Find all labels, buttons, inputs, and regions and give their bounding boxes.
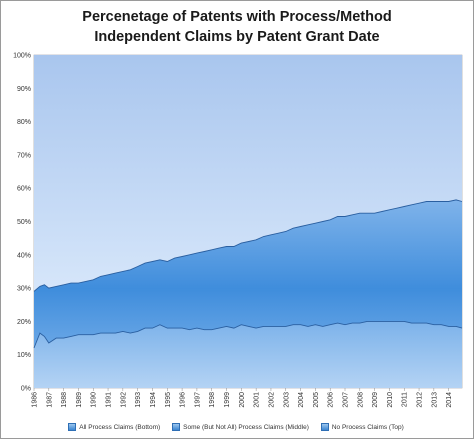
- y-tick-label: 30%: [17, 286, 31, 293]
- legend-swatch-top: [320, 423, 329, 431]
- y-tick-label: 60%: [17, 186, 31, 193]
- series-area-some-process: [34, 199, 462, 348]
- x-tick-label: 2000: [239, 392, 246, 408]
- chart-title-line-2: Independent Claims by Patent Grant Date: [94, 29, 380, 45]
- series-boundary-bottom-middle: [33, 320, 463, 349]
- x-tick-label: 1998: [209, 392, 216, 408]
- legend-label-bottom: All Process Claims (Bottom): [79, 423, 161, 431]
- x-tick-label: 1989: [76, 392, 83, 408]
- x-tick-label: 2012: [417, 392, 424, 408]
- x-tick-label: 1995: [165, 392, 172, 408]
- area-layer: [33, 55, 463, 388]
- x-tick-label: 2004: [298, 392, 305, 408]
- y-tick-label: 100%: [13, 53, 31, 60]
- x-tick-label: 1988: [61, 392, 68, 408]
- legend-item-middle: Some (But Not All) Process Claims (Middl…: [172, 423, 309, 431]
- y-tick-label: 0%: [21, 386, 31, 393]
- chart-title: Percenetage of Patents with Process/Meth…: [1, 7, 473, 47]
- x-tick-label: 2010: [387, 392, 394, 408]
- y-tick-label: 70%: [17, 152, 31, 159]
- x-tick-label: 1994: [150, 392, 157, 408]
- x-tick-label: 2001: [254, 392, 261, 408]
- x-tick-label: 2009: [372, 392, 379, 408]
- x-tick-label: 2003: [283, 392, 290, 408]
- x-tick-label: 2006: [328, 392, 335, 408]
- x-tick-label: 1987: [46, 392, 53, 408]
- x-tick-label: 2002: [268, 392, 275, 408]
- x-tick-label: 2005: [313, 392, 320, 408]
- series-area-all-process: [34, 321, 462, 388]
- x-tick-label: 2014: [446, 392, 453, 408]
- x-tick-label: 2008: [357, 392, 364, 408]
- y-tick-label: 80%: [17, 119, 31, 126]
- legend-label-top: No Process Claims (Top): [331, 423, 404, 431]
- y-tick-label: 50%: [17, 219, 31, 226]
- x-tick-label: 2007: [343, 392, 350, 408]
- x-tick-label: 1996: [180, 392, 187, 408]
- legend-swatch-middle: [172, 423, 181, 431]
- series-area-no-process: [34, 55, 462, 292]
- x-tick-label: 1991: [106, 392, 113, 408]
- x-tick-label: 1986: [32, 392, 39, 408]
- y-tick-label: 90%: [17, 86, 31, 93]
- x-tick-label: 2011: [402, 392, 409, 407]
- x-tick-label: 1999: [224, 392, 231, 408]
- y-tick-label: 10%: [17, 352, 31, 359]
- x-tick-label: 2013: [431, 392, 438, 408]
- x-tick-label: 1997: [194, 392, 201, 408]
- legend-item-top: No Process Claims (Top): [320, 423, 404, 431]
- chart-title-line-1: Percenetage of Patents with Process/Meth…: [82, 9, 392, 25]
- x-tick-label: 1992: [120, 392, 127, 408]
- legend: All Process Claims (Bottom) Some (But No…: [0, 420, 472, 434]
- legend-item-bottom: All Process Claims (Bottom): [68, 423, 160, 431]
- legend-swatch-bottom: [68, 423, 77, 431]
- series-boundary-middle-top: [33, 199, 463, 292]
- y-tick-label: 40%: [17, 252, 31, 259]
- y-axis: 0% 10% 20% 30% 40% 50% 60% 70% 80% 90% 100%: [13, 53, 31, 393]
- x-tick-label: 1990: [91, 392, 98, 408]
- y-tick-label: 20%: [17, 319, 31, 326]
- x-tick-label: 1993: [135, 392, 142, 408]
- legend-label-middle: Some (But Not All) Process Claims (Middl…: [183, 423, 309, 431]
- x-axis: 1986 1987 1988 1989 1990 1991 1992 1993 1994 1995…: [32, 388, 453, 408]
